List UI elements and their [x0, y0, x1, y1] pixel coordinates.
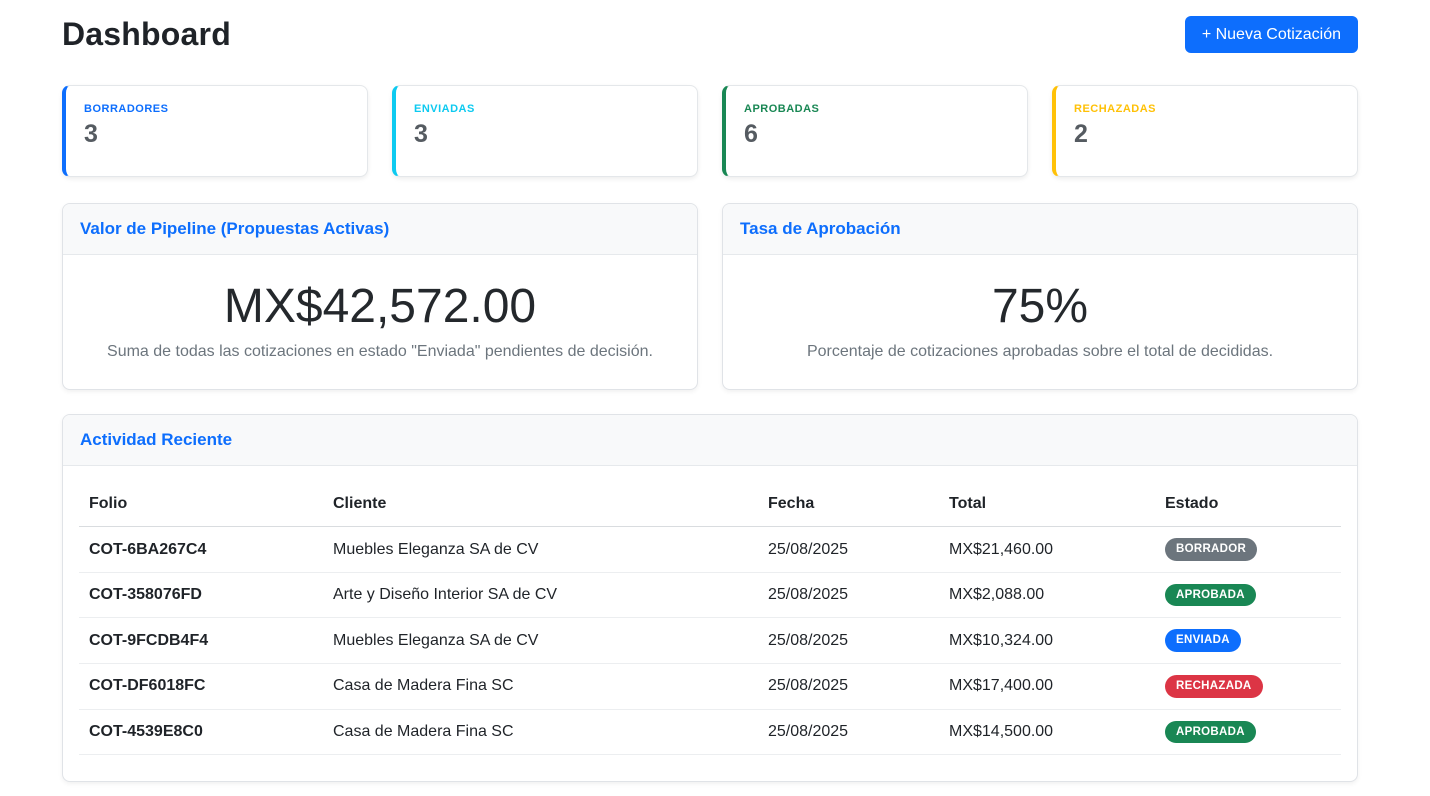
status-badge: ENVIADA — [1165, 629, 1241, 653]
cell-estado: BORRADOR — [1155, 526, 1341, 573]
cell-total: MX$2,088.00 — [939, 572, 1155, 619]
pipeline-value: MX$42,572.00 — [223, 280, 537, 334]
table-row: COT-6BA267C4 Muebles Eleganza SA de CV 2… — [79, 526, 1341, 573]
cell-fecha: 25/08/2025 — [758, 526, 939, 573]
approval-rate-card-title: Tasa de Aprobación — [723, 204, 1357, 256]
status-badge: BORRADOR — [1165, 538, 1258, 561]
column-header-cliente: Cliente — [323, 482, 758, 528]
new-quote-button[interactable]: + Nueva Cotización — [1184, 16, 1358, 54]
cell-fecha: 25/08/2025 — [758, 663, 939, 710]
cell-folio: COT-6BA267C4 — [79, 526, 323, 573]
cell-cliente: Casa de Madera Fina SC — [323, 709, 758, 756]
approval-rate-description: Porcentaje de cotizaciones aprobadas sob… — [806, 343, 1274, 361]
cell-folio: COT-4539E8C0 — [79, 709, 323, 756]
cell-fecha: 25/08/2025 — [758, 617, 939, 665]
cell-total: MX$17,400.00 — [939, 663, 1155, 710]
pipeline-card-body: MX$42,572.00 Suma de todas las cotizacio… — [63, 255, 697, 389]
cell-folio: COT-358076FD — [79, 572, 323, 619]
stat-value: 3 — [84, 120, 98, 149]
pipeline-card-title: Valor de Pipeline (Propuestas Activas) — [63, 204, 697, 256]
recent-activity-card: Actividad Reciente Folio Cliente Fecha T… — [62, 414, 1358, 783]
status-badge: APROBADA — [1165, 720, 1256, 744]
cell-total: MX$14,500.00 — [939, 709, 1155, 756]
recent-activity-title: Actividad Reciente — [63, 415, 1357, 467]
cell-cliente: Muebles Eleganza SA de CV — [323, 526, 758, 573]
cell-total: MX$21,460.00 — [939, 526, 1155, 573]
cell-cliente: Arte y Diseño Interior SA de CV — [323, 572, 758, 619]
stat-label: APROBADAS — [744, 103, 820, 116]
cell-cliente: Muebles Eleganza SA de CV — [323, 617, 758, 665]
pipeline-card: Valor de Pipeline (Propuestas Activas) M… — [62, 203, 698, 391]
stat-value: 3 — [414, 120, 428, 149]
cell-estado: RECHAZADA — [1155, 663, 1341, 710]
stat-card-aprobadas: APROBADAS 6 — [722, 85, 1028, 178]
cell-cliente: Casa de Madera Fina SC — [323, 663, 758, 710]
cell-folio: COT-9FCDB4F4 — [79, 617, 323, 665]
table-row: COT-DF6018FC Casa de Madera Fina SC 25/0… — [79, 663, 1341, 710]
stat-label: BORRADORES — [84, 103, 169, 116]
stat-label: RECHAZADAS — [1074, 103, 1156, 116]
table-header-row: Folio Cliente Fecha Total Estado — [79, 482, 1341, 528]
cell-fecha: 25/08/2025 — [758, 572, 939, 619]
table-row: COT-358076FD Arte y Diseño Interior SA d… — [79, 572, 1341, 619]
status-badge: APROBADA — [1165, 583, 1256, 607]
column-header-fecha: Fecha — [758, 482, 939, 528]
approval-rate-card-body: 75% Porcentaje de cotizaciones aprobadas… — [723, 255, 1357, 389]
column-header-total: Total — [939, 482, 1155, 528]
table-row: COT-4539E8C0 Casa de Madera Fina SC 25/0… — [79, 709, 1341, 756]
metrics-row: Valor de Pipeline (Propuestas Activas) M… — [62, 203, 1358, 391]
cell-fecha: 25/08/2025 — [758, 709, 939, 756]
stat-value: 6 — [744, 120, 758, 149]
pipeline-description: Suma de todas las cotizaciones en estado… — [107, 343, 653, 361]
cell-total: MX$10,324.00 — [939, 617, 1155, 665]
stat-card-rechazadas: RECHAZADAS 2 — [1052, 85, 1358, 178]
approval-rate-value: 75% — [991, 280, 1089, 334]
column-header-folio: Folio — [79, 482, 323, 528]
stat-label: ENVIADAS — [414, 103, 475, 116]
page-header: Dashboard + Nueva Cotización — [62, 16, 1358, 54]
column-header-estado: Estado — [1155, 482, 1341, 528]
stat-card-borradores: BORRADORES 3 — [62, 85, 368, 178]
table-row: COT-9FCDB4F4 Muebles Eleganza SA de CV 2… — [79, 617, 1341, 665]
stat-value: 2 — [1074, 120, 1088, 149]
cell-estado: APROBADA — [1155, 572, 1341, 619]
page-title: Dashboard — [62, 16, 231, 53]
stats-row: BORRADORES 3 ENVIADAS 3 APROBADAS 6 RECH… — [62, 85, 1358, 178]
stat-card-enviadas: ENVIADAS 3 — [392, 85, 698, 178]
dashboard-page: Dashboard + Nueva Cotización BORRADORES … — [62, 0, 1358, 783]
status-badge: RECHAZADA — [1165, 675, 1263, 698]
cell-estado: APROBADA — [1155, 709, 1341, 756]
approval-rate-card: Tasa de Aprobación 75% Porcentaje de cot… — [722, 203, 1358, 391]
recent-activity-body: Folio Cliente Fecha Total Estado COT-6BA… — [63, 466, 1357, 781]
recent-activity-table: Folio Cliente Fecha Total Estado COT-6BA… — [79, 482, 1341, 756]
cell-estado: ENVIADA — [1155, 617, 1341, 665]
cell-folio: COT-DF6018FC — [79, 663, 323, 710]
